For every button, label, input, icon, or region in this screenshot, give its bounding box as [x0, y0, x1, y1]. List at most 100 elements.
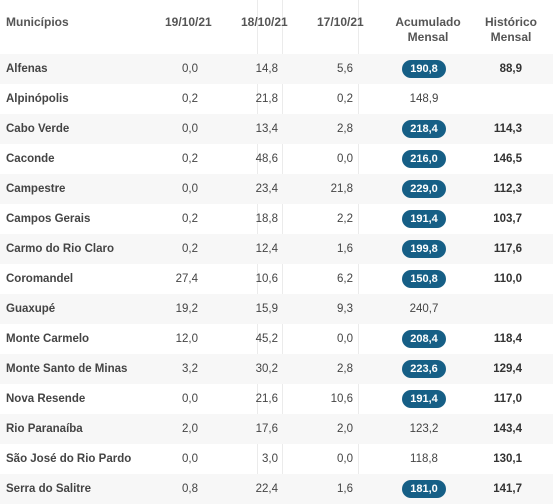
header-historico-line2: Mensal [490, 30, 532, 44]
acumulado-cell: 190,8 [400, 54, 448, 84]
header-acumulado[interactable]: Acumulado Mensal [393, 15, 463, 45]
municipality-name: Coromandel [6, 273, 74, 285]
municipality-name: Serra do Salitre [6, 483, 92, 495]
table-row: Caconde 0,2 48,6 0,0 216,0 146,5 [0, 144, 553, 174]
value-18-10-21: 10,6 [255, 273, 278, 285]
value-18-10-21: 30,2 [255, 363, 278, 375]
value-18-10-21: 17,6 [255, 423, 278, 435]
table-row: Serra do Salitre 0,8 22,4 1,6 181,0 141,7 [0, 474, 553, 504]
header-historico[interactable]: Histórico Mensal [481, 15, 541, 45]
table-row: Alfenas 0,0 14,8 5,6 190,8 88,9 [0, 54, 553, 84]
acumulado-badge: 199,8 [402, 240, 446, 258]
table-row: Monte Carmelo 12,0 45,2 0,0 208,4 118,4 [0, 324, 553, 354]
value-18-10-21: 21,6 [255, 393, 278, 405]
acumulado-badge: 218,4 [402, 120, 446, 138]
acumulado-cell: 208,4 [400, 324, 448, 354]
municipality-name: Rio Paranaíba [6, 423, 83, 435]
value-19-10-21: 27,4 [175, 273, 198, 285]
acumulado-value: 118,8 [410, 453, 438, 465]
table-row: Guaxupé 19,2 15,9 9,3 240,7 [0, 294, 553, 324]
value-18-10-21: 13,4 [255, 123, 278, 135]
historico-value: 112,3 [493, 183, 522, 195]
value-17-10-21: 9,3 [337, 303, 353, 315]
value-17-10-21: 2,8 [337, 363, 353, 375]
header-date-18[interactable]: 18/10/21 [241, 15, 288, 29]
header-date-19[interactable]: 19/10/21 [165, 15, 212, 29]
table-row: Coromandel 27,4 10,6 6,2 150,8 110,0 [0, 264, 553, 294]
acumulado-cell: 216,0 [400, 144, 448, 174]
value-19-10-21: 0,2 [182, 153, 198, 165]
value-18-10-21: 3,0 [262, 453, 278, 465]
acumulado-badge: 150,8 [402, 270, 446, 288]
municipality-name: Campestre [6, 183, 66, 195]
value-19-10-21: 0,0 [182, 63, 198, 75]
value-19-10-21: 2,0 [182, 423, 198, 435]
acumulado-value: 123,2 [409, 423, 439, 435]
value-17-10-21: 2,0 [337, 423, 353, 435]
acumulado-cell: 229,0 [400, 174, 448, 204]
table-row: Rio Paranaíba 2,0 17,6 2,0 123,2 143,4 [0, 414, 553, 444]
acumulado-cell: 218,4 [400, 114, 448, 144]
acumulado-cell: 191,4 [400, 384, 448, 414]
table-row: Campestre 0,0 23,4 21,8 229,0 112,3 [0, 174, 553, 204]
header-date-17[interactable]: 17/10/21 [317, 15, 364, 29]
value-17-10-21: 0,0 [337, 153, 353, 165]
table-row: Monte Santo de Minas 3,2 30,2 2,8 223,6 129,4 [0, 354, 553, 384]
value-19-10-21: 0,0 [182, 453, 198, 465]
historico-value: 143,4 [493, 423, 522, 435]
acumulado-badge: 208,4 [402, 330, 446, 348]
header-historico-line1: Histórico [484, 15, 537, 29]
value-17-10-21: 10,6 [330, 393, 353, 405]
value-19-10-21: 0,2 [182, 93, 198, 105]
value-18-10-21: 48,6 [255, 153, 278, 165]
value-17-10-21: 21,8 [330, 183, 353, 195]
header-acumulado-line1: Acumulado [395, 15, 461, 29]
value-18-10-21: 14,8 [255, 63, 278, 75]
municipality-name: Guaxupé [6, 303, 56, 315]
value-19-10-21: 0,2 [182, 243, 198, 255]
value-19-10-21: 0,0 [182, 123, 198, 135]
value-18-10-21: 15,9 [255, 303, 278, 315]
municipality-name: Nova Resende [6, 393, 86, 405]
acumulado-cell: 148,9 [400, 84, 448, 114]
value-17-10-21: 0,2 [337, 93, 353, 105]
historico-value: 114,3 [493, 123, 522, 135]
municipality-name: Alpinópolis [6, 93, 69, 105]
acumulado-badge: 191,4 [402, 390, 446, 408]
table-row: Carmo do Rio Claro 0,2 12,4 1,6 199,8 117,6 [0, 234, 553, 264]
municipality-name: Monte Santo de Minas [6, 363, 128, 375]
municipality-name: Alfenas [6, 63, 48, 75]
table-header: Municípios 19/10/21 18/10/21 17/10/21 Ac… [0, 0, 553, 55]
value-17-10-21: 0,0 [337, 333, 353, 345]
value-18-10-21: 23,4 [255, 183, 278, 195]
historico-value: 103,7 [493, 213, 522, 225]
value-18-10-21: 22,4 [255, 483, 278, 495]
value-18-10-21: 12,4 [255, 243, 278, 255]
municipality-name: Carmo do Rio Claro [6, 243, 114, 255]
historico-value: 110,0 [493, 273, 522, 285]
acumulado-cell: 199,8 [400, 234, 448, 264]
historico-value: 117,6 [493, 243, 522, 255]
table-row: Cabo Verde 0,0 13,4 2,8 218,4 114,3 [0, 114, 553, 144]
header-municipios[interactable]: Municípios [6, 15, 69, 29]
value-17-10-21: 1,6 [337, 483, 353, 495]
value-19-10-21: 12,0 [175, 333, 198, 345]
acumulado-cell: 150,8 [400, 264, 448, 294]
value-17-10-21: 2,8 [337, 123, 353, 135]
value-17-10-21: 1,6 [337, 243, 353, 255]
municipality-name: Caconde [6, 153, 55, 165]
acumulado-cell: 181,0 [400, 474, 448, 504]
acumulado-badge: 216,0 [402, 150, 446, 168]
acumulado-badge: 190,8 [402, 60, 446, 78]
acumulado-cell: 118,8 [400, 444, 448, 474]
municipality-name: Monte Carmelo [6, 333, 90, 345]
table-row: Nova Resende 0,0 21,6 10,6 191,4 117,0 [0, 384, 553, 414]
value-18-10-21: 21,8 [255, 93, 278, 105]
value-19-10-21: 0,2 [182, 213, 198, 225]
historico-value: 129,4 [493, 363, 522, 375]
municipality-name: São José do Rio Pardo [6, 453, 132, 465]
municipality-name: Cabo Verde [6, 123, 70, 135]
value-19-10-21: 0,0 [182, 393, 198, 405]
historico-value: 130,1 [493, 453, 522, 465]
